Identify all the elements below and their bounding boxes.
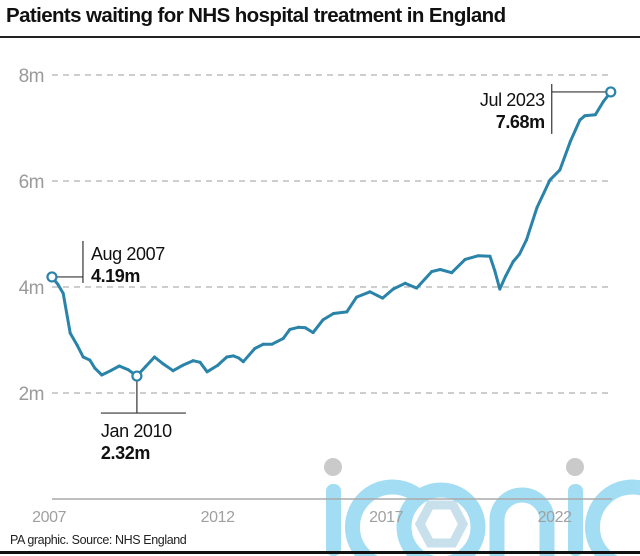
- data-point: [253, 346, 257, 350]
- annotation-markers: [46, 86, 617, 382]
- data-point: [100, 373, 104, 377]
- data-point: [548, 178, 552, 182]
- data-point: [261, 342, 265, 346]
- data-point: [593, 113, 597, 117]
- data-point: [117, 364, 121, 368]
- data-point: [503, 274, 507, 278]
- data-points: [50, 90, 613, 378]
- data-point: [601, 100, 605, 103]
- bottom-divider: [0, 551, 640, 554]
- data-point: [237, 356, 241, 360]
- data-point: [144, 365, 148, 368]
- data-point: [152, 355, 156, 359]
- data-point: [463, 257, 467, 261]
- data-point: [288, 327, 292, 331]
- y-tick-label: 6m: [19, 172, 44, 193]
- data-point: [368, 290, 372, 294]
- y-tick-label: 4m: [19, 278, 44, 299]
- annotation-value: 2.32m: [101, 443, 150, 463]
- data-point: [345, 310, 349, 314]
- data-point: [270, 342, 274, 346]
- annotation-leaders: [56, 83, 606, 414]
- data-point: [109, 369, 113, 373]
- data-point: [241, 360, 245, 364]
- title-divider: [0, 36, 640, 38]
- data-point: [355, 295, 359, 299]
- data-point: [488, 254, 492, 258]
- data-point: [205, 370, 209, 374]
- data-point: [303, 326, 307, 330]
- annotation-date: Jul 2023: [480, 90, 545, 110]
- series-line-waiting-list: [50, 90, 613, 378]
- data-point: [438, 268, 442, 272]
- data-point: [381, 296, 385, 300]
- data-point: [161, 362, 165, 366]
- data-point: [476, 254, 480, 258]
- chart-title: Patients waiting for NHS hospital treatm…: [6, 4, 506, 27]
- data-point: [171, 369, 175, 373]
- data-point: [198, 360, 202, 364]
- data-point: [568, 139, 572, 143]
- data-point: [450, 271, 454, 275]
- x-tick-label: 2007: [32, 509, 66, 526]
- x-tick-label: 2022: [538, 509, 572, 526]
- y-axis-ticks: 2m 4m 6m 8m: [19, 66, 45, 405]
- x-tick-label: 2017: [369, 509, 403, 526]
- data-point: [511, 260, 515, 264]
- y-tick-label: 8m: [19, 66, 44, 87]
- annotation-marker: [605, 86, 617, 98]
- y-tick-label: 2m: [19, 384, 44, 405]
- data-point: [331, 312, 335, 315]
- data-point: [296, 325, 300, 329]
- x-axis-ticks: 2007 2012 2017 2022: [32, 509, 572, 526]
- source-credit: PA graphic. Source: NHS England: [10, 533, 187, 547]
- data-point: [583, 114, 587, 118]
- annotation-marker: [131, 370, 143, 382]
- data-point: [535, 206, 539, 209]
- data-point: [181, 363, 185, 367]
- data-point: [525, 238, 529, 242]
- annotation-date: Aug 2007: [91, 244, 165, 264]
- annotation-date: Jan 2010: [101, 421, 172, 441]
- data-point: [126, 368, 130, 372]
- data-point: [56, 282, 60, 286]
- data-point: [493, 269, 497, 273]
- data-point: [61, 291, 65, 295]
- data-point: [216, 363, 220, 367]
- data-point: [88, 358, 92, 362]
- data-point: [93, 366, 97, 370]
- data-point: [281, 336, 285, 340]
- data-point: [558, 168, 562, 172]
- data-point: [191, 359, 195, 363]
- data-point: [311, 331, 315, 335]
- data-point: [321, 318, 325, 322]
- data-point: [231, 354, 235, 358]
- data-point: [225, 355, 229, 359]
- data-point: [75, 343, 79, 347]
- x-tick-label: 2012: [201, 509, 235, 526]
- annotation-value: 4.19m: [91, 266, 140, 286]
- data-point: [498, 287, 502, 291]
- annotation-value: 7.68m: [496, 112, 545, 132]
- data-point: [415, 286, 419, 290]
- data-point: [81, 355, 85, 359]
- data-point: [391, 287, 395, 291]
- data-point: [517, 252, 521, 256]
- gridlines: [52, 74, 612, 394]
- data-point: [578, 118, 582, 122]
- data-point: [430, 270, 434, 274]
- data-point: [68, 331, 72, 335]
- annotation-marker: [46, 271, 58, 283]
- data-point: [403, 281, 407, 285]
